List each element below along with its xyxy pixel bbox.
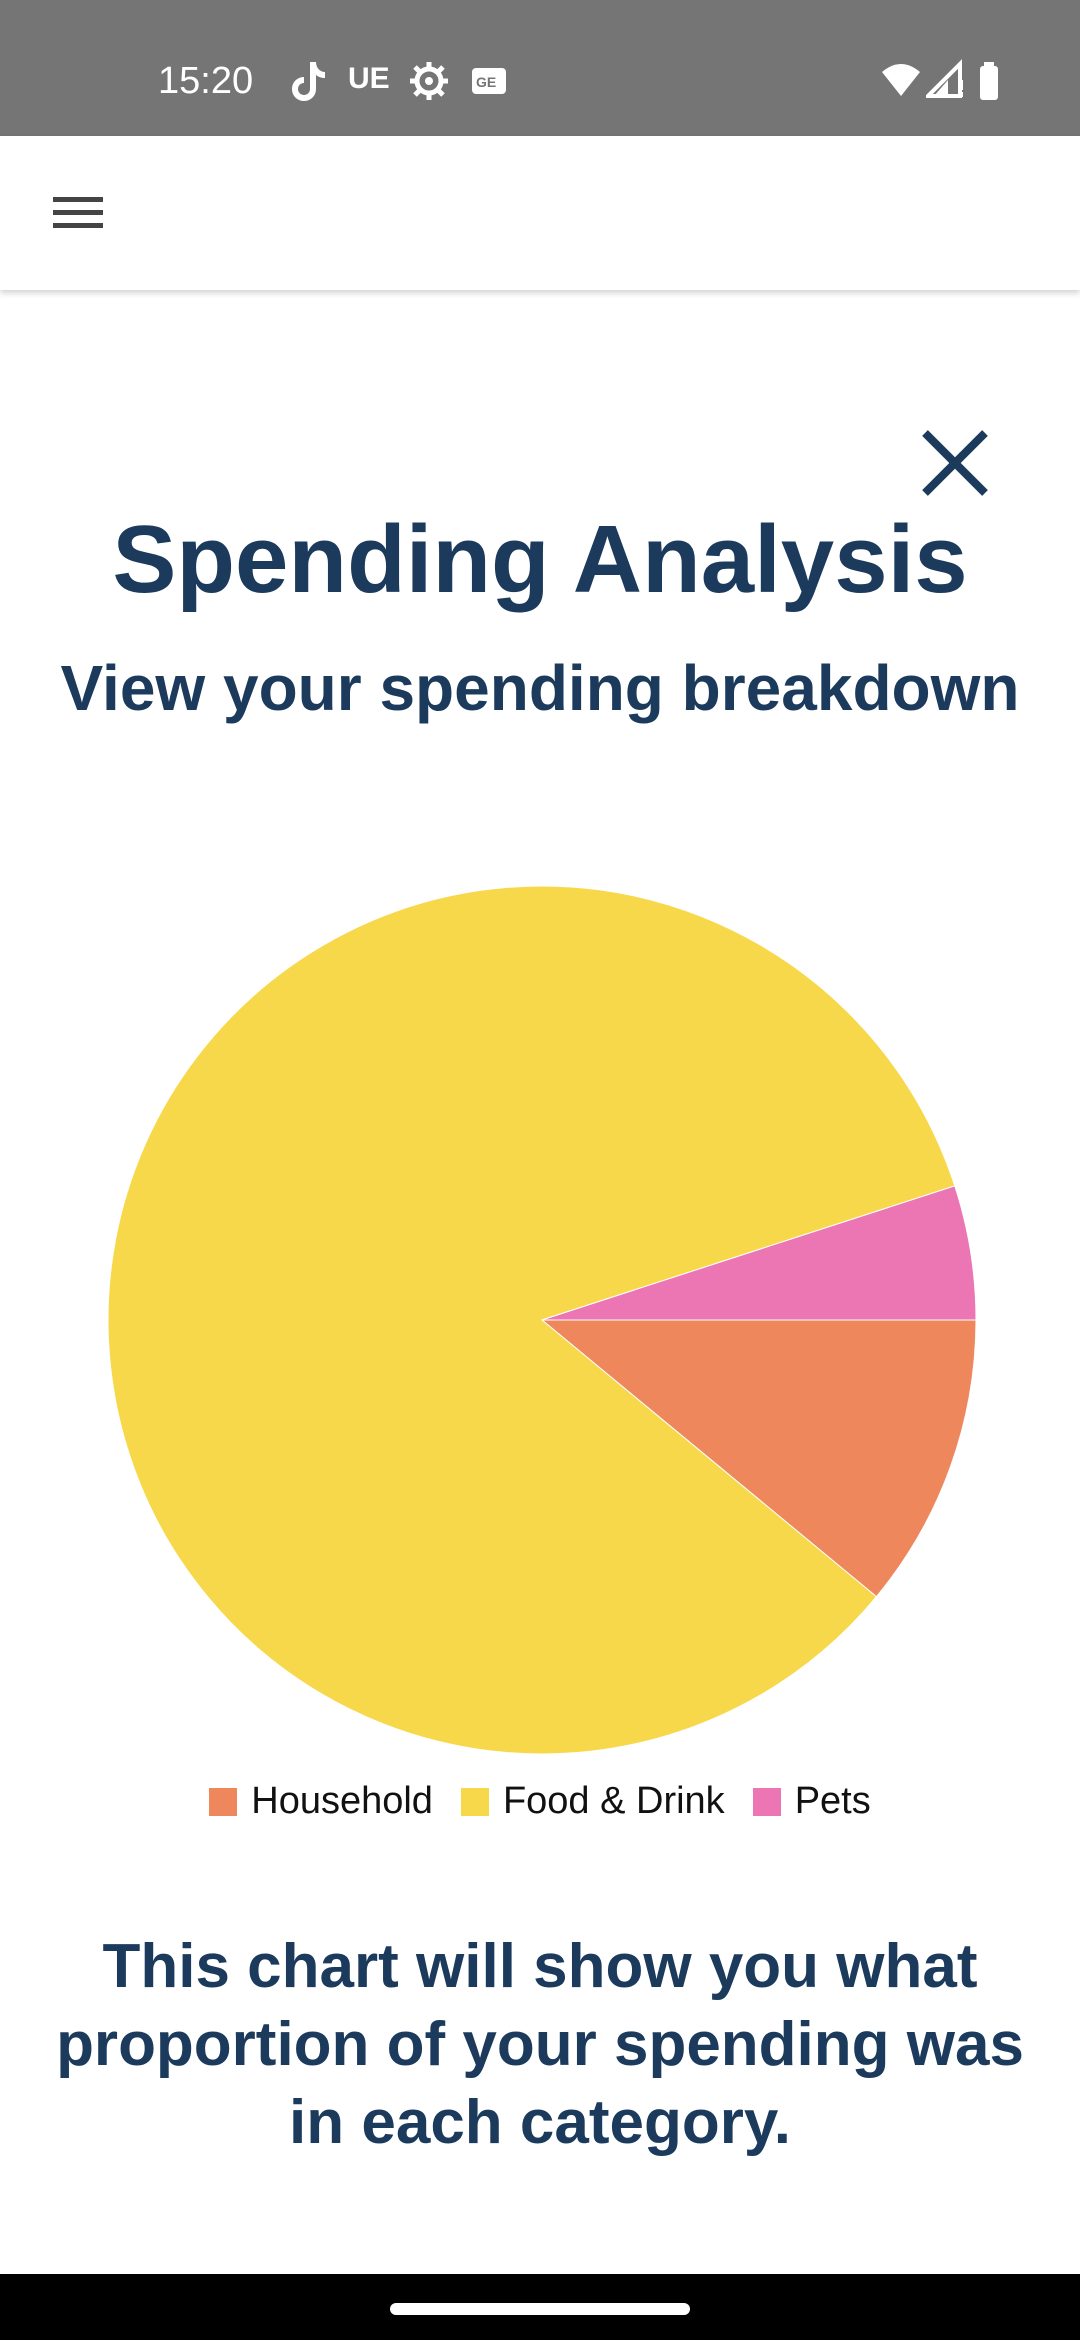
legend-label: Food & Drink xyxy=(502,1780,725,1822)
legend-swatch xyxy=(752,1787,781,1816)
legend-label: Household xyxy=(251,1780,433,1822)
legend-swatch xyxy=(460,1787,489,1816)
legend-item[interactable]: Food & Drink xyxy=(460,1780,725,1823)
pie-slice-household[interactable] xyxy=(540,1319,977,1598)
page-title: Spending Analysis xyxy=(112,506,968,613)
home-gesture-handle[interactable] xyxy=(390,2303,690,2315)
legend-item[interactable]: Pets xyxy=(752,1780,871,1823)
legend-item[interactable]: Household xyxy=(209,1780,433,1823)
pie-slice-food-drink[interactable] xyxy=(107,885,956,1755)
ue-icon: UE xyxy=(348,62,390,95)
ge-icon: GE xyxy=(472,68,506,94)
app-bar xyxy=(0,136,1080,290)
svg-text:GE: GE xyxy=(476,74,496,90)
menu-button[interactable] xyxy=(30,168,126,258)
tiktok-icon xyxy=(292,62,325,101)
chart-legend: Household Food & Drink Pets xyxy=(0,1780,1080,1823)
legend-label: Pets xyxy=(794,1780,871,1822)
page-subtitle: View your spending breakdown xyxy=(60,652,1020,724)
spending-pie-chart xyxy=(107,885,977,1755)
close-icon xyxy=(922,430,988,496)
battery-icon xyxy=(980,62,998,100)
wifi-icon xyxy=(882,64,920,96)
pie-slice-pets[interactable] xyxy=(541,1185,977,1321)
signal-icon xyxy=(926,59,963,98)
hamburger-menu-icon xyxy=(53,197,103,228)
close-button[interactable] xyxy=(900,408,1010,518)
chart-description: This chart will show you what proportion… xyxy=(56,1932,1024,2157)
legend-swatch xyxy=(209,1787,238,1816)
status-bar: 15:20 UE GE xyxy=(0,0,1080,136)
gear-icon xyxy=(410,62,448,100)
status-time: 15:20 xyxy=(158,60,254,102)
